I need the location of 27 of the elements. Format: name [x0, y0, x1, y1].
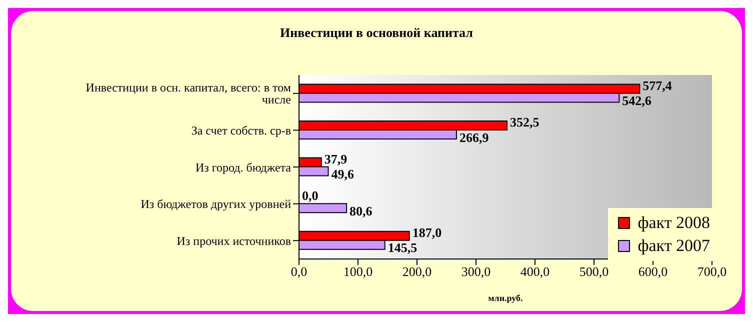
data-label: 542,6	[622, 92, 652, 108]
y-tick-label: За счет собств. ср-в	[191, 123, 292, 138]
x-tick-label: 400,0	[520, 264, 550, 280]
y-tick-label: Из бюджетов других уровней	[140, 197, 292, 212]
x-tick-label: 600,0	[638, 264, 668, 280]
legend-label: факт 2008	[638, 213, 710, 233]
x-axis-title: млн.руб.	[488, 293, 523, 303]
data-label: 352,5	[510, 114, 540, 130]
data-label: 577,4	[642, 78, 672, 93]
data-label: 49,6	[331, 166, 355, 182]
data-label: 80,6	[350, 203, 373, 218]
data-label: 187,0	[412, 224, 442, 240]
data-label: 0,0	[302, 188, 318, 204]
x-tick-label: 0,0	[290, 264, 308, 280]
y-tick-label: Из город. бюджета	[195, 160, 292, 174]
y-tick-label: Инвестиции в осн. капитал, всего: в том числе	[86, 80, 292, 107]
x-tick-label: 700,0	[697, 264, 727, 280]
data-label: 37,9	[324, 151, 348, 166]
x-tick-label: 300,0	[461, 264, 491, 280]
data-label: 145,5	[388, 240, 418, 256]
x-tick-label: 200,0	[402, 264, 432, 280]
data-label: 266,9	[459, 130, 490, 145]
y-tick-label: Из прочих источников	[176, 234, 292, 248]
legend-label: факт 2007	[638, 236, 710, 256]
x-tick-label: 100,0	[343, 264, 373, 280]
x-tick-label: 500,0	[579, 264, 609, 280]
chart-title: Инвестиции в основной капитал	[279, 25, 474, 41]
